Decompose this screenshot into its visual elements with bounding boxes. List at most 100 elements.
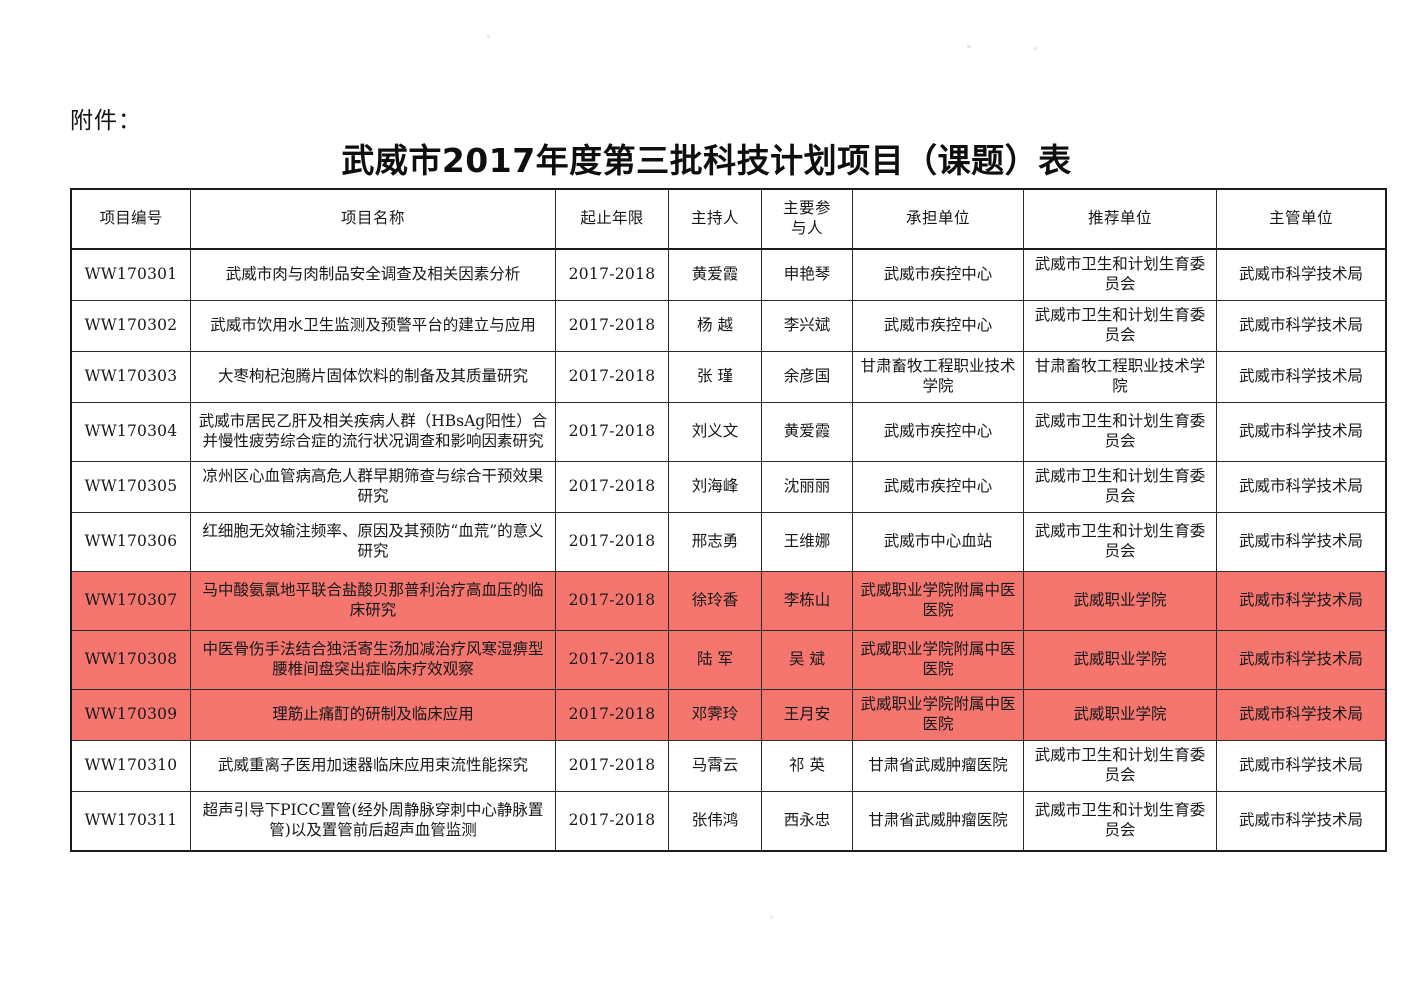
cell-undertaking: 甘肃省武威肿瘤医院 [852, 740, 1024, 792]
cell-years: 2017-2018 [555, 248, 669, 301]
cell-name: 红细胞无效输注频率、原因及其预防“血荒”的意义研究 [190, 512, 556, 572]
column-header-member: 主要参 与人 [761, 188, 853, 250]
table-row: WW170307 马中酸氨氯地平联合盐酸贝那普利治疗高血压的临床研究 2017-20… [70, 571, 1387, 631]
column-header-code: 项目编号 [70, 188, 191, 250]
table-row: WW170306 红细胞无效输注频率、原因及其预防“血荒”的意义研究 2017-20… [70, 512, 1387, 572]
cell-member: 李兴斌 [761, 300, 853, 352]
column-header-member-line2: 与人 [790, 219, 823, 237]
cell-years: 2017-2018 [555, 689, 669, 741]
cell-code: WW170309 [70, 689, 191, 741]
cell-leader: 陆 军 [668, 630, 762, 690]
cell-leader: 邓霁玲 [668, 689, 762, 741]
cell-name: 武威重离子医用加速器临床应用束流性能探究 [190, 740, 556, 792]
table-row: WW170302 武威市饮用水卫生监测及预警平台的建立与应用 2017-2018 杨 … [70, 300, 1387, 352]
project-table-wrapper: 项目编号 项目名称 起止年限 主持人 主要参 与人 承担单位 推荐单位 主管单位… [70, 188, 1387, 852]
cell-years: 2017-2018 [555, 351, 669, 403]
cell-code: WW170302 [70, 300, 191, 352]
page-title: 武威市2017年度第三批科技计划项目（课题）表 [341, 141, 1072, 180]
cell-governing: 武威市科学技术局 [1216, 740, 1387, 792]
cell-undertaking: 甘肃畜牧工程职业技术学院 [852, 351, 1024, 403]
cell-code: WW170305 [70, 461, 191, 513]
cell-recommending: 武威市卫生和计划生育委员会 [1023, 512, 1217, 572]
cell-code: WW170301 [70, 248, 191, 301]
cell-undertaking: 武威市疾控中心 [852, 402, 1024, 462]
cell-recommending: 武威职业学院 [1023, 630, 1217, 690]
table-row: WW170311 超声引导下PICC置管(经外周静脉穿刺中心静脉置管)以及置管前后… [70, 791, 1387, 852]
cell-code: WW170310 [70, 740, 191, 792]
cell-member: 余彦国 [761, 351, 853, 403]
cell-undertaking: 武威职业学院附属中医医院 [852, 689, 1024, 741]
column-header-name: 项目名称 [190, 188, 556, 250]
cell-code: WW170306 [70, 512, 191, 572]
column-header-undertaking: 承担单位 [852, 188, 1024, 250]
cell-years: 2017-2018 [555, 630, 669, 690]
cell-years: 2017-2018 [555, 571, 669, 631]
cell-leader: 邢志勇 [668, 512, 762, 572]
cell-name: 武威市饮用水卫生监测及预警平台的建立与应用 [190, 300, 556, 352]
cell-member: 李栋山 [761, 571, 853, 631]
cell-governing: 武威市科学技术局 [1216, 300, 1387, 352]
column-header-leader: 主持人 [668, 188, 762, 250]
cell-recommending: 武威职业学院 [1023, 689, 1217, 741]
cell-undertaking: 武威市疾控中心 [852, 461, 1024, 513]
table-row: WW170309 理筋止痛酊的研制及临床应用 2017-2018 邓霁玲 王月安 武威职业… [70, 689, 1387, 741]
table-body: WW170301 武威市肉与肉制品安全调查及相关因素分析 2017-2018 黄爱霞申… [70, 248, 1387, 852]
scan-speck [1034, 47, 1037, 50]
table-header-row: 项目编号 项目名称 起止年限 主持人 主要参 与人 承担单位 推荐单位 主管单位 [70, 188, 1387, 250]
cell-member: 申艳琴 [761, 248, 853, 301]
cell-member: 吴 斌 [761, 630, 853, 690]
cell-recommending: 武威市卫生和计划生育委员会 [1023, 300, 1217, 352]
cell-undertaking: 武威市疾控中心 [852, 248, 1024, 301]
cell-years: 2017-2018 [555, 402, 669, 462]
cell-governing: 武威市科学技术局 [1216, 791, 1387, 852]
cell-code: WW170307 [70, 571, 191, 631]
cell-governing: 武威市科学技术局 [1216, 248, 1387, 301]
cell-leader: 张伟鸿 [668, 791, 762, 852]
cell-recommending: 武威市卫生和计划生育委员会 [1023, 740, 1217, 792]
column-header-member-line1: 主要参 [782, 199, 831, 218]
cell-member: 黄爱霞 [761, 402, 853, 462]
cell-undertaking: 武威市疾控中心 [852, 300, 1024, 352]
cell-member: 王维娜 [761, 512, 853, 572]
scan-speck [770, 916, 773, 919]
cell-leader: 黄爱霞 [668, 248, 762, 301]
cell-governing: 武威市科学技术局 [1216, 512, 1387, 572]
cell-name: 大枣枸杞泡腾片固体饮料的制备及其质量研究 [190, 351, 556, 403]
cell-undertaking: 甘肃省武威肿瘤医院 [852, 791, 1024, 852]
cell-code: WW170303 [70, 351, 191, 403]
cell-undertaking: 武威职业学院附属中医医院 [852, 630, 1024, 690]
cell-name: 超声引导下PICC置管(经外周静脉穿刺中心静脉置管)以及置管前后超声血管监测 [190, 791, 556, 852]
cell-undertaking: 武威市中心血站 [852, 512, 1024, 572]
cell-undertaking: 武威职业学院附属中医医院 [852, 571, 1024, 631]
cell-name: 中医骨伤手法结合独活寄生汤加减治疗风寒湿痹型腰椎间盘突出症临床疗效观察 [190, 630, 556, 690]
project-table: 项目编号 项目名称 起止年限 主持人 主要参 与人 承担单位 推荐单位 主管单位… [70, 188, 1387, 852]
cell-leader: 马霄云 [668, 740, 762, 792]
cell-member: 王月安 [761, 689, 853, 741]
column-header-recommending: 推荐单位 [1023, 188, 1217, 250]
cell-years: 2017-2018 [555, 300, 669, 352]
table-row: WW170310 武威重离子医用加速器临床应用束流性能探究 2017-2018 马霄云… [70, 740, 1387, 792]
cell-recommending: 武威市卫生和计划生育委员会 [1023, 402, 1217, 462]
cell-code: WW170304 [70, 402, 191, 462]
cell-leader: 刘海峰 [668, 461, 762, 513]
cell-member: 西永忠 [761, 791, 853, 852]
column-header-governing: 主管单位 [1216, 188, 1387, 250]
cell-code: WW170308 [70, 630, 191, 690]
cell-governing: 武威市科学技术局 [1216, 571, 1387, 631]
cell-recommending: 武威市卫生和计划生育委员会 [1023, 791, 1217, 852]
cell-years: 2017-2018 [555, 461, 669, 513]
cell-governing: 武威市科学技术局 [1216, 689, 1387, 741]
cell-recommending: 武威市卫生和计划生育委员会 [1023, 461, 1217, 513]
scan-speck [967, 45, 971, 48]
cell-member: 祁 英 [761, 740, 853, 792]
cell-name: 武威市肉与肉制品安全调查及相关因素分析 [190, 248, 556, 301]
cell-governing: 武威市科学技术局 [1216, 402, 1387, 462]
table-row: WW170305 凉州区心血管病高危人群早期筛查与综合干预效果研究 2017-201… [70, 461, 1387, 513]
table-row: WW170308 中医骨伤手法结合独活寄生汤加减治疗风寒湿痹型腰椎间盘突出症临床疗… [70, 630, 1387, 690]
attachment-label: 附件： [70, 108, 142, 134]
cell-name: 马中酸氨氯地平联合盐酸贝那普利治疗高血压的临床研究 [190, 571, 556, 631]
table-row: WW170304 武威市居民乙肝及相关疾病人群（HBsAg阳性）合并慢性疲劳综合症… [70, 402, 1387, 462]
cell-member: 沈丽丽 [761, 461, 853, 513]
cell-governing: 武威市科学技术局 [1216, 351, 1387, 403]
